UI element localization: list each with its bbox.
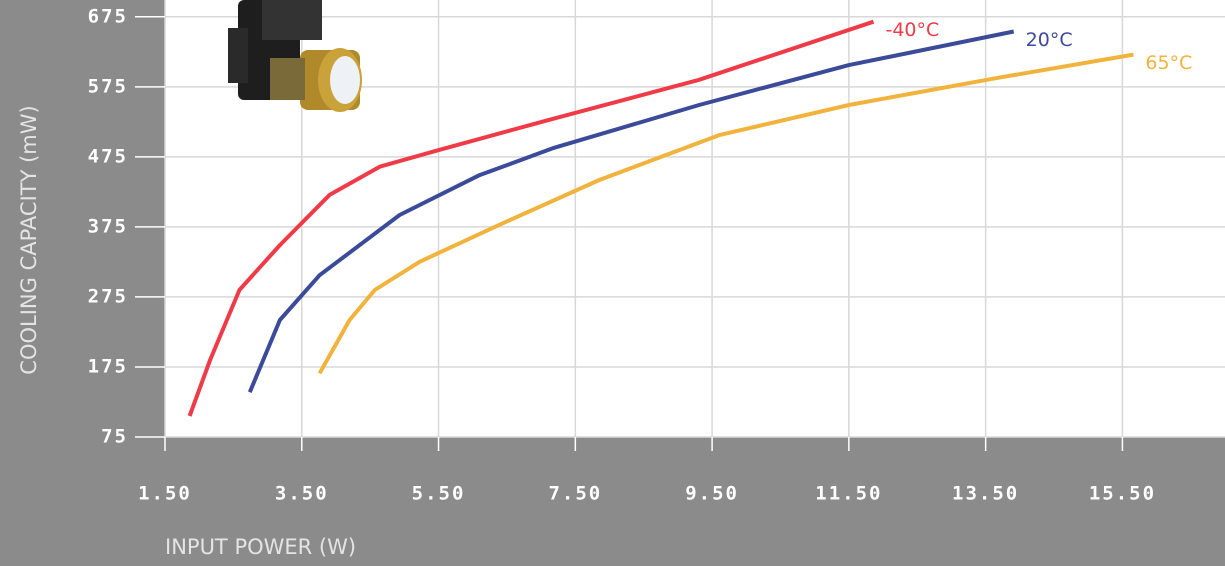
x-tick-label: 5.50	[412, 483, 466, 505]
y-tick-label: 75	[101, 426, 128, 448]
y-tick-label: 675	[88, 5, 128, 27]
x-tick-label: 11.50	[815, 483, 882, 505]
y-tick-label: 275	[88, 285, 128, 307]
x-tick-label: 7.50	[548, 483, 602, 505]
x-tick-label: 3.50	[275, 483, 329, 505]
x-tick-label: 15.50	[1089, 483, 1156, 505]
y-axis-title: COOLING CAPACITY (mW)	[17, 105, 41, 374]
x-axis-title: INPUT POWER (W)	[165, 535, 356, 559]
y-tick-label: 175	[88, 355, 128, 377]
y-tick-label: 575	[88, 75, 128, 97]
series-label: 20°C	[1026, 29, 1073, 51]
page: {"chart_data": {"type": "line", "x_label…	[0, 0, 1225, 566]
series-label: -40°C	[885, 19, 939, 41]
chart: -40°C 20°C 65°C INPUT POWER (W) COOLING CA…	[0, 0, 1225, 566]
x-tick-label: 9.50	[685, 483, 739, 505]
y-tick-label: 475	[88, 145, 128, 167]
x-tick-label: 13.50	[952, 483, 1019, 505]
series-label: 65°C	[1145, 52, 1192, 74]
y-tick-label: 375	[88, 215, 128, 237]
x-tick-label: 1.50	[138, 483, 192, 505]
